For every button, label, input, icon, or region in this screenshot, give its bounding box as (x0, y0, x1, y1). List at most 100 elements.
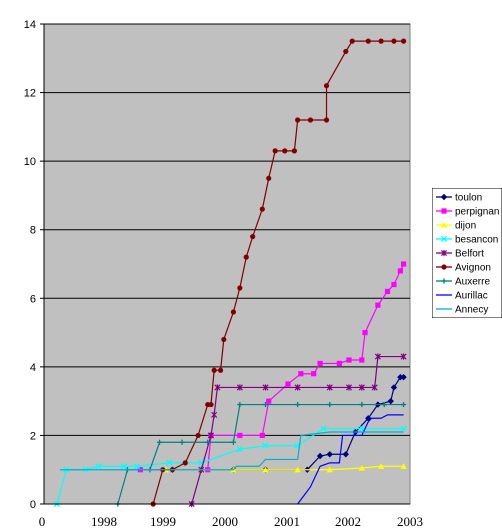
data-point (272, 148, 278, 154)
data-point (400, 38, 407, 44)
y-axis-ticks: 0 2 4 6 8 10 12 14 (24, 19, 44, 511)
data-point (400, 401, 407, 408)
data-point (282, 148, 288, 154)
data-point (311, 371, 317, 377)
legend-item: perpignan (436, 207, 499, 218)
series-avignon (150, 38, 407, 507)
data-point (307, 117, 314, 123)
data-point (371, 384, 378, 391)
data-point (336, 360, 342, 367)
data-point (295, 401, 301, 408)
legend-label: besancon (455, 235, 498, 246)
y-tick-label: 6 (30, 293, 36, 305)
data-point (400, 425, 407, 432)
y-tick-label: 4 (30, 362, 36, 374)
data-point (214, 384, 221, 391)
data-point (266, 175, 272, 181)
axes (43, 24, 410, 505)
data-point (294, 466, 301, 473)
data-point (294, 384, 301, 391)
legend-label: Auxerre (455, 277, 490, 288)
legend-item: besancon (436, 235, 498, 246)
data-point (243, 254, 249, 260)
data-point (326, 451, 333, 458)
data-point (400, 463, 407, 469)
data-point (317, 360, 323, 367)
data-point (365, 38, 371, 44)
legend-label: Avignon (455, 263, 491, 274)
x-tick-label: 2002 (335, 514, 361, 529)
data-point (441, 264, 447, 270)
data-point (397, 268, 403, 274)
y-tick-label: 8 (30, 225, 36, 237)
data-point (441, 208, 447, 214)
data-point (390, 384, 398, 391)
legend-label: dijon (455, 221, 476, 232)
legend: toulon perpignan dijon besancon Belfort Avign… (432, 188, 502, 318)
data-point (323, 83, 330, 89)
data-point (349, 38, 355, 44)
data-point (195, 432, 201, 439)
data-point (262, 384, 269, 391)
data-point (320, 425, 327, 432)
data-point (156, 439, 163, 445)
x-tick-label: 1999 (150, 514, 176, 529)
data-point (262, 401, 269, 408)
legend-item: toulon (436, 193, 482, 204)
data-point (211, 411, 218, 418)
data-point (182, 460, 188, 466)
data-point (237, 285, 243, 291)
data-point (259, 432, 265, 439)
data-point (295, 117, 301, 123)
data-point (384, 288, 391, 295)
data-point (298, 371, 304, 377)
data-point (362, 329, 368, 336)
series-line (60, 431, 404, 471)
data-point (207, 432, 214, 439)
data-point (208, 401, 214, 408)
legend-label: toulon (455, 193, 482, 204)
data-point (381, 401, 387, 408)
data-point (250, 233, 256, 240)
series-annecy (60, 431, 404, 471)
y-tick-label: 10 (24, 156, 36, 168)
legend-label: Belfort (455, 249, 484, 260)
x-tick-label: 1998 (91, 514, 117, 529)
data-point (266, 398, 272, 404)
data-point (400, 261, 407, 267)
gridlines (44, 23, 410, 436)
data-point (236, 384, 243, 391)
data-point (378, 38, 384, 44)
data-point (440, 221, 448, 228)
data-point (358, 425, 365, 432)
data-point (262, 466, 269, 473)
data-point (345, 384, 353, 391)
data-point (400, 373, 407, 381)
data-point (440, 235, 448, 243)
data-point (397, 373, 404, 381)
data-point (166, 459, 173, 466)
legend-item: Aurillac (436, 291, 488, 302)
data-point (441, 278, 447, 284)
legend-item: Annecy (436, 305, 488, 316)
data-point (291, 148, 298, 154)
series-belfort (188, 353, 407, 508)
data-point (358, 464, 365, 471)
data-point (237, 432, 243, 439)
x-tick-label: 2003 (397, 514, 423, 529)
data-point (323, 117, 330, 123)
data-point (440, 193, 448, 201)
data-point (237, 401, 243, 408)
legend-label: Aurillac (455, 291, 488, 302)
data-point (359, 401, 365, 408)
data-point (236, 446, 243, 453)
data-point (358, 384, 365, 391)
data-point (217, 367, 224, 373)
data-point (342, 451, 349, 458)
data-point (134, 463, 141, 470)
plot-area (43, 23, 411, 505)
data-point (359, 357, 365, 363)
data-point (230, 439, 237, 445)
data-point (378, 463, 385, 469)
